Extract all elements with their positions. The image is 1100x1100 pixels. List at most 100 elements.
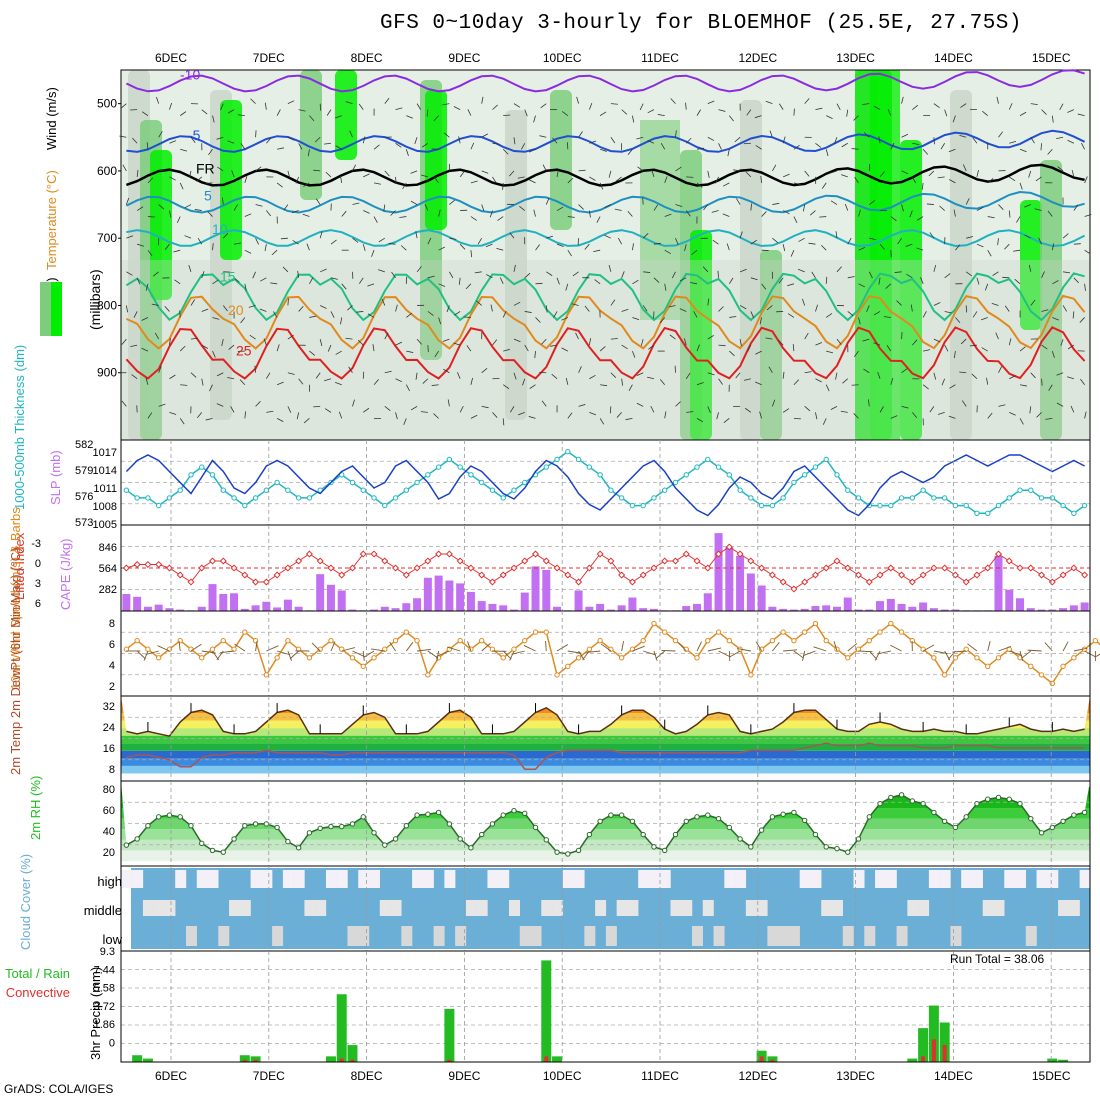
wind-barb bbox=[384, 370, 392, 374]
wind-barb bbox=[335, 350, 342, 355]
cloud-middle-gap bbox=[918, 900, 930, 916]
temp-tick-label: 8 bbox=[109, 764, 115, 776]
wind-barb bbox=[790, 250, 795, 257]
wind-barb bbox=[481, 133, 488, 138]
wind-barb bbox=[141, 317, 149, 321]
wind10m-barb bbox=[1062, 641, 1069, 652]
wind-barb bbox=[594, 279, 601, 285]
wind10m-barb bbox=[371, 648, 385, 652]
wind-barb bbox=[778, 277, 784, 284]
precip-total-bar bbox=[541, 960, 552, 1062]
wind-barb bbox=[196, 176, 203, 182]
wind-barb bbox=[976, 243, 984, 248]
thickness-marker bbox=[1028, 487, 1034, 493]
cloud-low-gap bbox=[950, 926, 962, 946]
wind-barb bbox=[1041, 378, 1043, 386]
precip-total-bar bbox=[250, 1056, 261, 1062]
wind-barb bbox=[443, 368, 450, 374]
cloud-high-gap bbox=[810, 870, 822, 888]
rh2m-marker bbox=[866, 814, 872, 820]
rh2m-marker bbox=[1060, 818, 1066, 824]
wind-barb bbox=[734, 136, 741, 143]
wind-barb bbox=[894, 271, 902, 273]
wind-barb bbox=[287, 136, 295, 141]
wind10m-barb bbox=[987, 641, 991, 652]
cloud-high-gap bbox=[422, 870, 434, 888]
wind-barb bbox=[991, 303, 999, 306]
cape-bar bbox=[143, 606, 152, 611]
wind-barb bbox=[179, 418, 185, 425]
temp-tick-label: 16 bbox=[103, 743, 115, 755]
lifted-index-marker bbox=[133, 560, 141, 569]
precip-total-bar bbox=[1047, 1058, 1058, 1062]
wind10m-speed-marker bbox=[1060, 663, 1066, 670]
lifted-index-marker bbox=[1027, 564, 1035, 572]
thickness-marker bbox=[489, 487, 496, 493]
wind10m-barb bbox=[1009, 650, 1022, 656]
wind-barb bbox=[220, 103, 224, 111]
wind-barb bbox=[1051, 350, 1055, 358]
wind-barb bbox=[809, 210, 816, 216]
wind-barb bbox=[744, 407, 752, 413]
wind-barb bbox=[632, 317, 640, 321]
wind-barb bbox=[707, 100, 715, 105]
wind10m-tick-label: 4 bbox=[109, 660, 115, 672]
wind-barb bbox=[546, 271, 553, 276]
slp-line bbox=[125, 454, 1085, 517]
wind-barb bbox=[324, 408, 332, 413]
wind-barb bbox=[330, 239, 337, 245]
cape-bar bbox=[757, 585, 766, 611]
lifted-index-marker bbox=[908, 578, 916, 586]
wind10m-barb bbox=[363, 650, 375, 658]
wind-barb bbox=[923, 349, 931, 352]
lifted-index-marker bbox=[790, 585, 798, 593]
lifted-index-marker bbox=[919, 571, 927, 579]
thickness-marker bbox=[941, 495, 948, 501]
wind10m-barb bbox=[643, 650, 657, 656]
cloud-high-gap bbox=[369, 870, 381, 888]
thickness-marker bbox=[371, 495, 377, 501]
lifted-index-marker bbox=[1070, 564, 1078, 572]
wind-barb bbox=[524, 311, 532, 313]
wind-barb bbox=[381, 298, 386, 306]
wind-barb bbox=[610, 372, 617, 378]
wind10m-speed-marker bbox=[898, 629, 905, 635]
wind-barb bbox=[486, 274, 493, 279]
isotherm-line bbox=[125, 69, 1085, 93]
wind-barb bbox=[315, 372, 321, 379]
wind-barb bbox=[513, 264, 516, 272]
wind-barb bbox=[664, 213, 672, 217]
wind-barb bbox=[1041, 271, 1045, 278]
wind-barb bbox=[447, 399, 450, 407]
wind-barb bbox=[632, 279, 639, 285]
wind-barb bbox=[325, 171, 332, 178]
wind10m-speed-marker bbox=[1038, 672, 1045, 678]
rh-shading-cell bbox=[335, 70, 357, 160]
rh2m-marker bbox=[662, 847, 668, 854]
rh-shading-cell bbox=[220, 100, 242, 260]
wind-barb bbox=[201, 308, 209, 312]
cape-bar bbox=[423, 577, 432, 611]
cloud-high-gap bbox=[336, 870, 348, 888]
wind-barb bbox=[158, 366, 162, 373]
wind-barb bbox=[962, 164, 967, 172]
wind-barb bbox=[145, 377, 149, 385]
wind-barb bbox=[933, 302, 941, 306]
wind-barb bbox=[987, 249, 992, 257]
wind10m-barb bbox=[467, 641, 472, 652]
date-label-bottom: 7DEC bbox=[253, 1069, 285, 1083]
wind-barb bbox=[1041, 109, 1047, 115]
wind-barb bbox=[137, 243, 144, 247]
cape-bar bbox=[176, 609, 185, 611]
wind-barb bbox=[240, 143, 246, 150]
rh2m-marker bbox=[1017, 800, 1023, 807]
temp-tick-label: 32 bbox=[103, 701, 115, 713]
wind-barb bbox=[998, 131, 1004, 138]
cloud-middle-gap bbox=[304, 900, 316, 916]
wind-barb bbox=[589, 374, 596, 380]
wind10m-barb bbox=[947, 650, 956, 660]
cloud-middle-gap bbox=[508, 900, 520, 916]
cloud-high-gap bbox=[121, 870, 133, 888]
wind-barb bbox=[492, 142, 500, 145]
lifted-index-marker bbox=[930, 564, 938, 572]
